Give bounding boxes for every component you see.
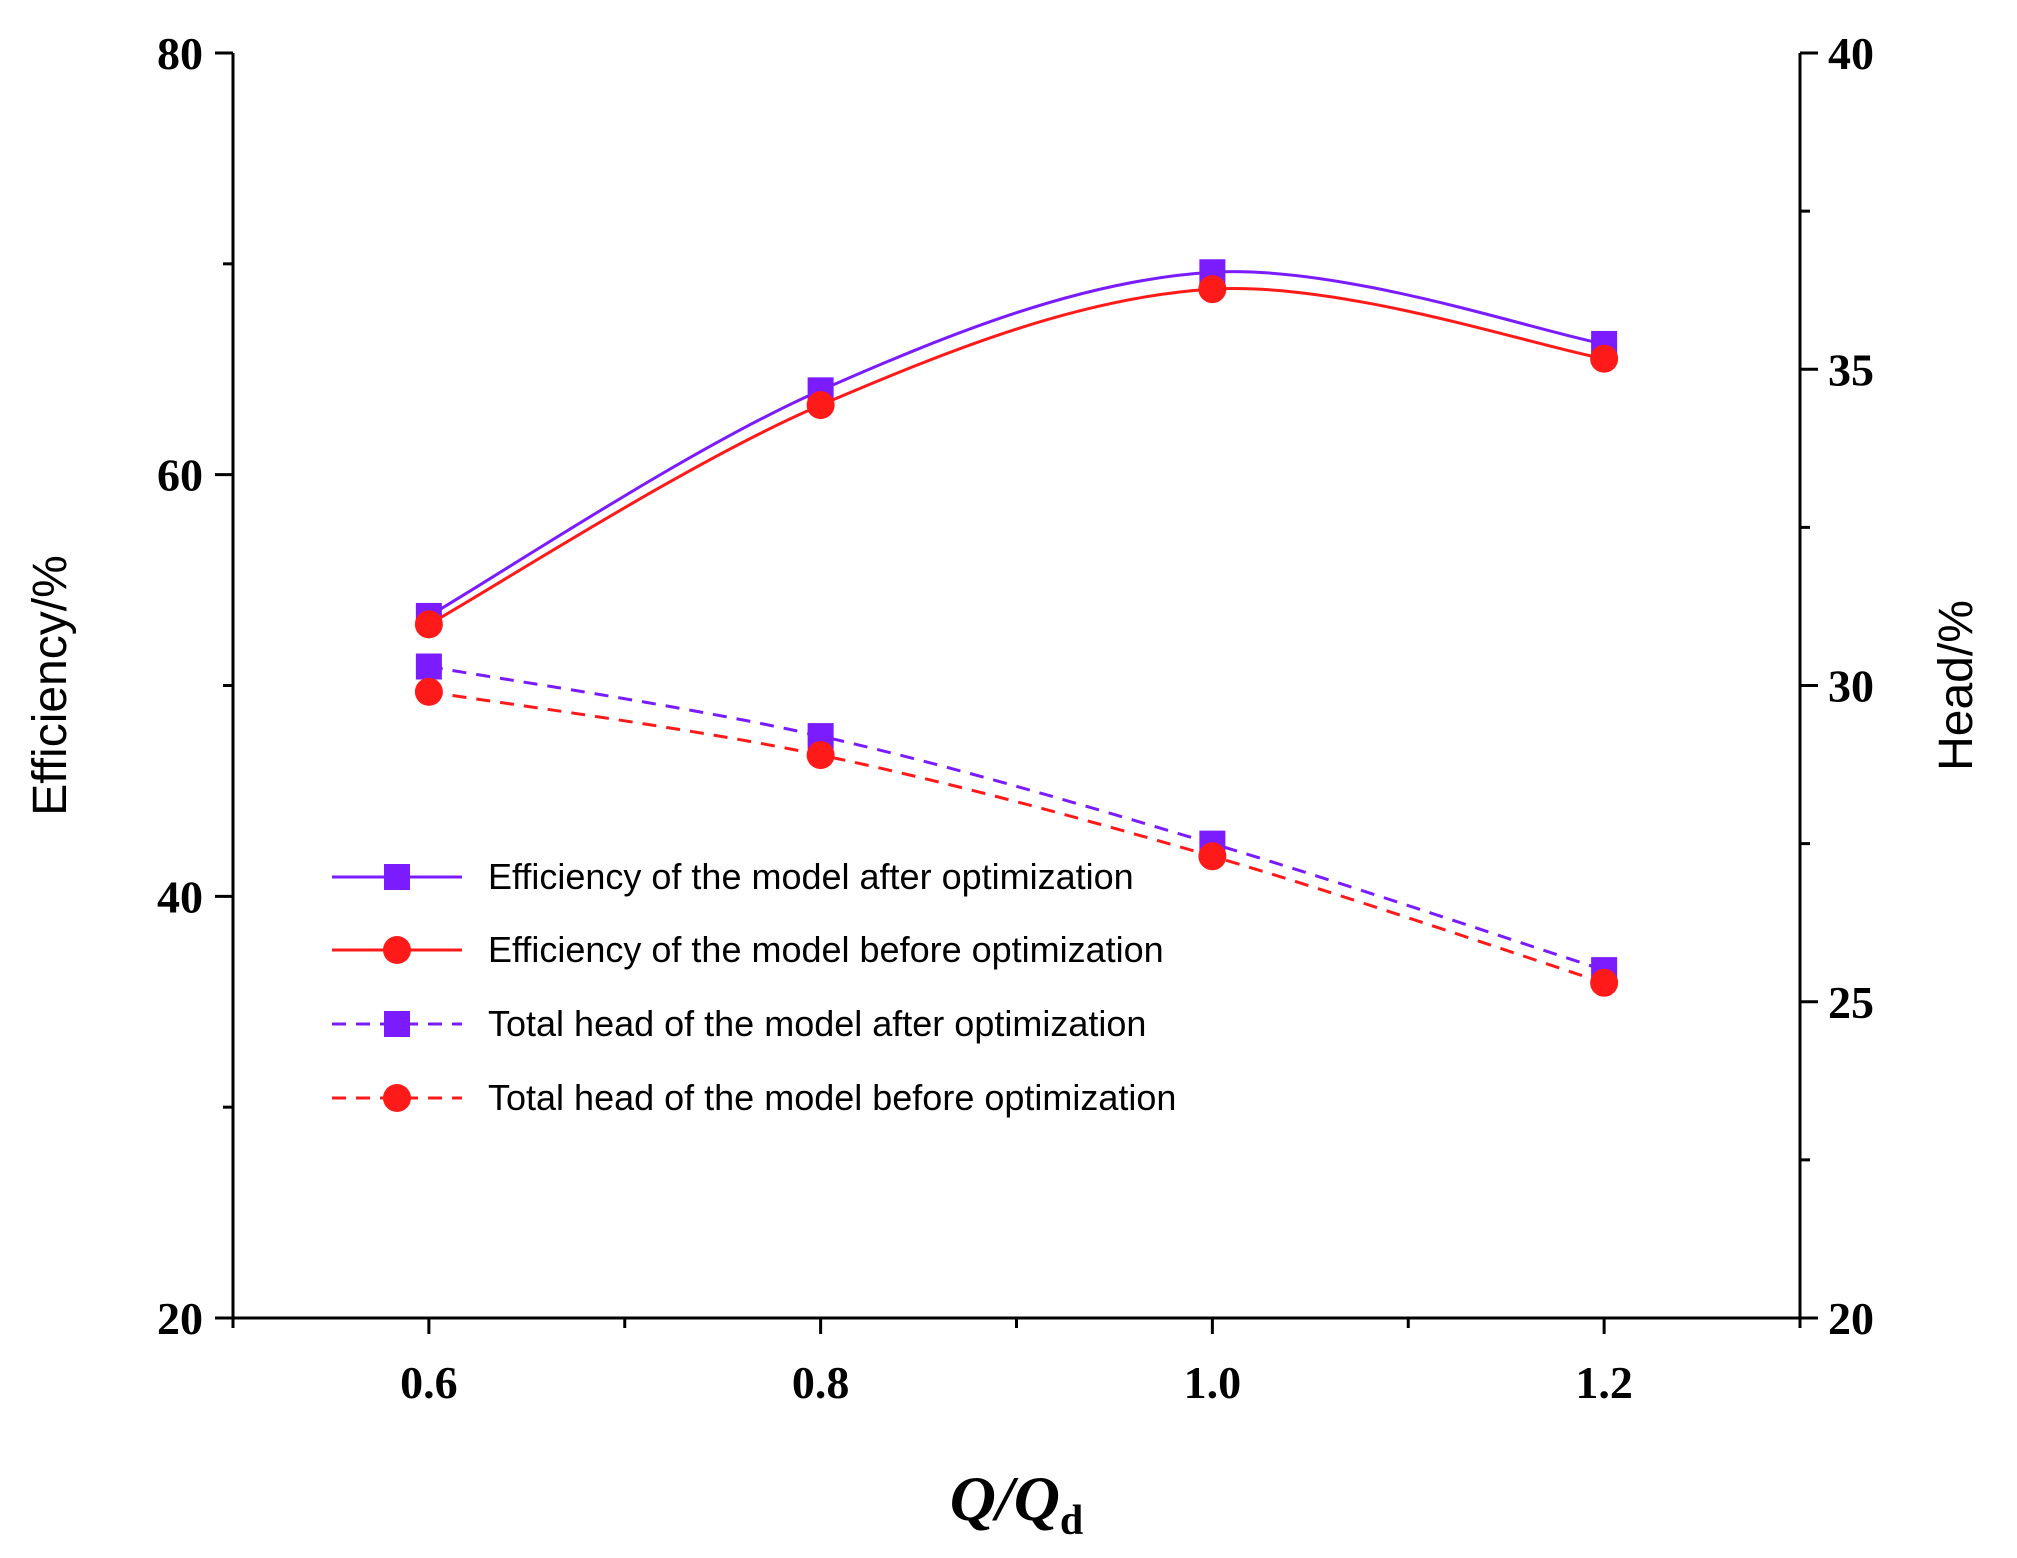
legend-marker-4	[383, 1084, 411, 1112]
series-line-4	[428, 690, 1605, 985]
series-2-point-3	[1198, 275, 1227, 304]
right-tick-label: 40	[1828, 28, 1874, 79]
series-line-3	[428, 665, 1605, 972]
legend-label-3: Total head of the model after optimizati…	[488, 1003, 1146, 1044]
legend-marker-1	[384, 864, 410, 890]
series-4-point-1	[414, 677, 443, 706]
right-tick-label: 25	[1828, 977, 1874, 1028]
right-tick-label: 20	[1828, 1293, 1874, 1344]
x-tick-label: 1.0	[1184, 1357, 1242, 1408]
series-4-point-3	[1198, 842, 1227, 871]
x-tick-label: 1.2	[1575, 1357, 1633, 1408]
x-tick-label: 0.8	[792, 1357, 850, 1408]
legend-marker-3	[384, 1011, 410, 1037]
axes	[215, 51, 1818, 1334]
series-2-point-2	[806, 391, 835, 420]
series-line-1	[428, 270, 1605, 618]
x-title-q: Q	[950, 1463, 996, 1534]
series-2-point-4	[1590, 344, 1619, 373]
x-title-qd: Q	[1014, 1463, 1060, 1534]
legend-marker-2	[383, 936, 411, 964]
series-4-point-4	[1590, 968, 1619, 997]
legend-label-4: Total head of the model before optimizat…	[488, 1077, 1176, 1118]
left-axis-title: Efficiency/%	[24, 555, 77, 816]
right-tick-label: 30	[1828, 661, 1874, 712]
left-tick-label: 60	[157, 450, 203, 501]
legend-label-2: Efficiency of the model before optimizat…	[488, 929, 1164, 970]
x-title-subscript: d	[1060, 1498, 1083, 1544]
legend: Efficiency of the model after optimizati…	[332, 856, 1176, 1118]
x-tick-label: 0.6	[400, 1357, 458, 1408]
series-line-2	[428, 287, 1605, 626]
series-4-point-2	[806, 741, 835, 770]
plot-area	[414, 259, 1619, 997]
legend-label-1: Efficiency of the model after optimizati…	[488, 856, 1134, 897]
right-axis-title: Head/%	[1930, 600, 1983, 771]
series-2-point-1	[414, 610, 443, 639]
left-tick-label: 20	[157, 1293, 203, 1344]
left-tick-label: 40	[157, 871, 203, 922]
right-tick-label: 35	[1828, 344, 1874, 395]
series-3-point-1	[415, 653, 442, 680]
left-tick-label: 80	[157, 28, 203, 79]
x-axis-title: Q/Qd	[950, 1463, 1084, 1544]
